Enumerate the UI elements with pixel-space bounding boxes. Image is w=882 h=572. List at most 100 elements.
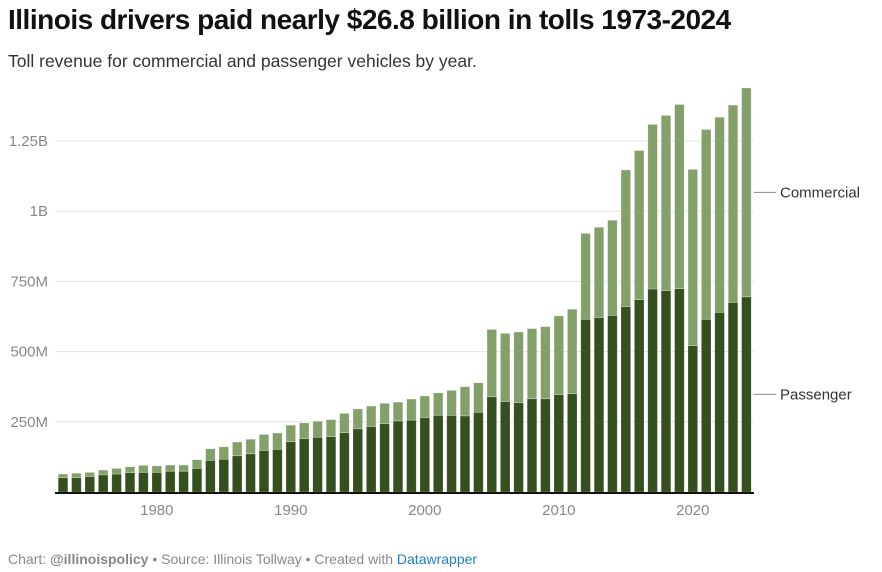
- bar-commercial-2021: [701, 129, 712, 320]
- bar-commercial-1992: [312, 420, 323, 438]
- bar-passenger-2024: [741, 296, 752, 493]
- bar-commercial-1995: [352, 408, 363, 430]
- bar-passenger-1980: [151, 472, 162, 493]
- bar-passenger-2003: [459, 415, 471, 493]
- bar-passenger-1988: [258, 450, 270, 493]
- bar-passenger-2001: [433, 415, 444, 493]
- bar-passenger-1995: [352, 428, 363, 493]
- bar-passenger-1996: [366, 426, 377, 493]
- bar-commercial-1988: [258, 434, 270, 451]
- footer-chart-prefix: Chart:: [8, 551, 51, 567]
- chart-title: Illinois drivers paid nearly $26.8 billi…: [8, 4, 731, 35]
- bar-passenger-1978: [124, 472, 136, 493]
- bar-commercial-2014: [607, 219, 618, 316]
- bar-commercial-1996: [366, 405, 377, 427]
- bar-passenger-1992: [312, 436, 323, 493]
- bar-commercial-1985: [218, 446, 229, 460]
- bar-passenger-1975: [84, 476, 95, 493]
- x-tick-label: 1990: [274, 502, 307, 519]
- bar-commercial-1990: [285, 424, 296, 443]
- bar-commercial-2008: [526, 328, 538, 400]
- bar-commercial-2024: [741, 87, 752, 298]
- bar-passenger-1994: [339, 432, 350, 493]
- bar-passenger-2006: [500, 401, 511, 493]
- bar-commercial-1973: [57, 473, 69, 478]
- bar-commercial-2019: [674, 104, 685, 290]
- bar-commercial-1974: [71, 472, 82, 478]
- bar-commercial-2000: [419, 395, 430, 418]
- bar-commercial-1991: [299, 422, 310, 439]
- bar-passenger-2017: [647, 288, 658, 493]
- bar-passenger-1974: [71, 477, 82, 493]
- bar-passenger-1990: [285, 441, 296, 493]
- bar-passenger-1991: [299, 438, 310, 493]
- bar-commercial-1982: [178, 464, 189, 472]
- bar-passenger-2010: [553, 394, 564, 493]
- bar-passenger-2005: [486, 396, 497, 493]
- bar-commercial-2007: [513, 331, 524, 404]
- bar-commercial-2020: [687, 169, 698, 347]
- bar-commercial-1997: [379, 402, 390, 425]
- bar-commercial-2023: [727, 104, 739, 303]
- bar-commercial-2005: [486, 329, 497, 398]
- footer-source: • Source: Illinois Tollway • Created wit…: [148, 551, 397, 567]
- stacked-bar-chart: 250M 500M 750M 1B 1.25B 1980 1990 2000 2010 2020…: [9, 87, 860, 519]
- y-tick-label: 250M: [10, 414, 48, 431]
- bar-passenger-2002: [446, 415, 457, 493]
- bar-passenger-2015: [620, 306, 631, 493]
- bar-passenger-2007: [513, 402, 524, 493]
- x-tick-label: 2010: [542, 502, 575, 519]
- bar-passenger-1983: [191, 468, 203, 493]
- bar-passenger-1999: [406, 419, 417, 493]
- bar-commercial-2015: [620, 169, 631, 307]
- bar-passenger-2020: [687, 345, 698, 493]
- bar-commercial-1976: [98, 469, 109, 476]
- bar-commercial-1980: [151, 465, 162, 473]
- bar-commercial-1975: [84, 472, 95, 477]
- bar-passenger-2013: [593, 317, 605, 493]
- x-tick-label: 2020: [676, 502, 709, 519]
- datawrapper-link[interactable]: Datawrapper: [396, 551, 478, 567]
- bar-passenger-1997: [379, 423, 390, 493]
- bar-commercial-2016: [634, 150, 645, 300]
- bar-passenger-2022: [714, 311, 725, 493]
- series-label-commercial: Commercial: [780, 184, 860, 201]
- bar-commercial-2022: [714, 116, 725, 313]
- bar-commercial-2018: [660, 115, 672, 291]
- bar-passenger-2008: [526, 398, 538, 493]
- bar-commercial-1989: [272, 432, 283, 450]
- bar-passenger-1979: [138, 472, 149, 493]
- x-tick-label: 1980: [140, 502, 173, 519]
- bar-commercial-2004: [473, 382, 484, 413]
- bar-passenger-1973: [57, 477, 69, 493]
- bar-commercial-2013: [593, 226, 605, 318]
- bar-passenger-1987: [245, 453, 256, 493]
- bar-commercial-2010: [553, 315, 564, 395]
- bar-commercial-1986: [232, 441, 243, 457]
- bar-commercial-1981: [165, 464, 176, 472]
- bar-passenger-2011: [567, 393, 578, 493]
- chart-footer: Chart: @illinoispolicy • Source: Illinoi…: [8, 551, 477, 567]
- bar-passenger-2021: [701, 319, 712, 493]
- bar-passenger-2000: [419, 417, 430, 493]
- series-label-passenger: Passenger: [780, 386, 852, 403]
- bar-passenger-1985: [218, 458, 229, 493]
- bar-passenger-1982: [178, 470, 189, 493]
- bar-passenger-1984: [205, 459, 216, 493]
- x-tick-label: 2000: [408, 502, 441, 519]
- bar-commercial-2017: [647, 124, 658, 290]
- bar-commercial-1978: [124, 466, 136, 473]
- y-tick-label: 1B: [30, 203, 48, 220]
- bar-commercial-1979: [138, 465, 149, 473]
- bar-commercial-1987: [245, 438, 256, 455]
- bar-commercial-1984: [205, 448, 216, 461]
- chart-subtitle: Toll revenue for commercial and passenge…: [8, 51, 477, 71]
- bar-passenger-2019: [674, 288, 685, 493]
- bar-commercial-2003: [459, 386, 471, 417]
- bar-passenger-1989: [272, 449, 283, 493]
- bar-passenger-1993: [325, 436, 337, 493]
- bar-passenger-1976: [98, 474, 109, 493]
- bar-commercial-2006: [500, 333, 511, 402]
- bar-commercial-2009: [540, 326, 551, 400]
- bar-commercial-2012: [580, 233, 591, 320]
